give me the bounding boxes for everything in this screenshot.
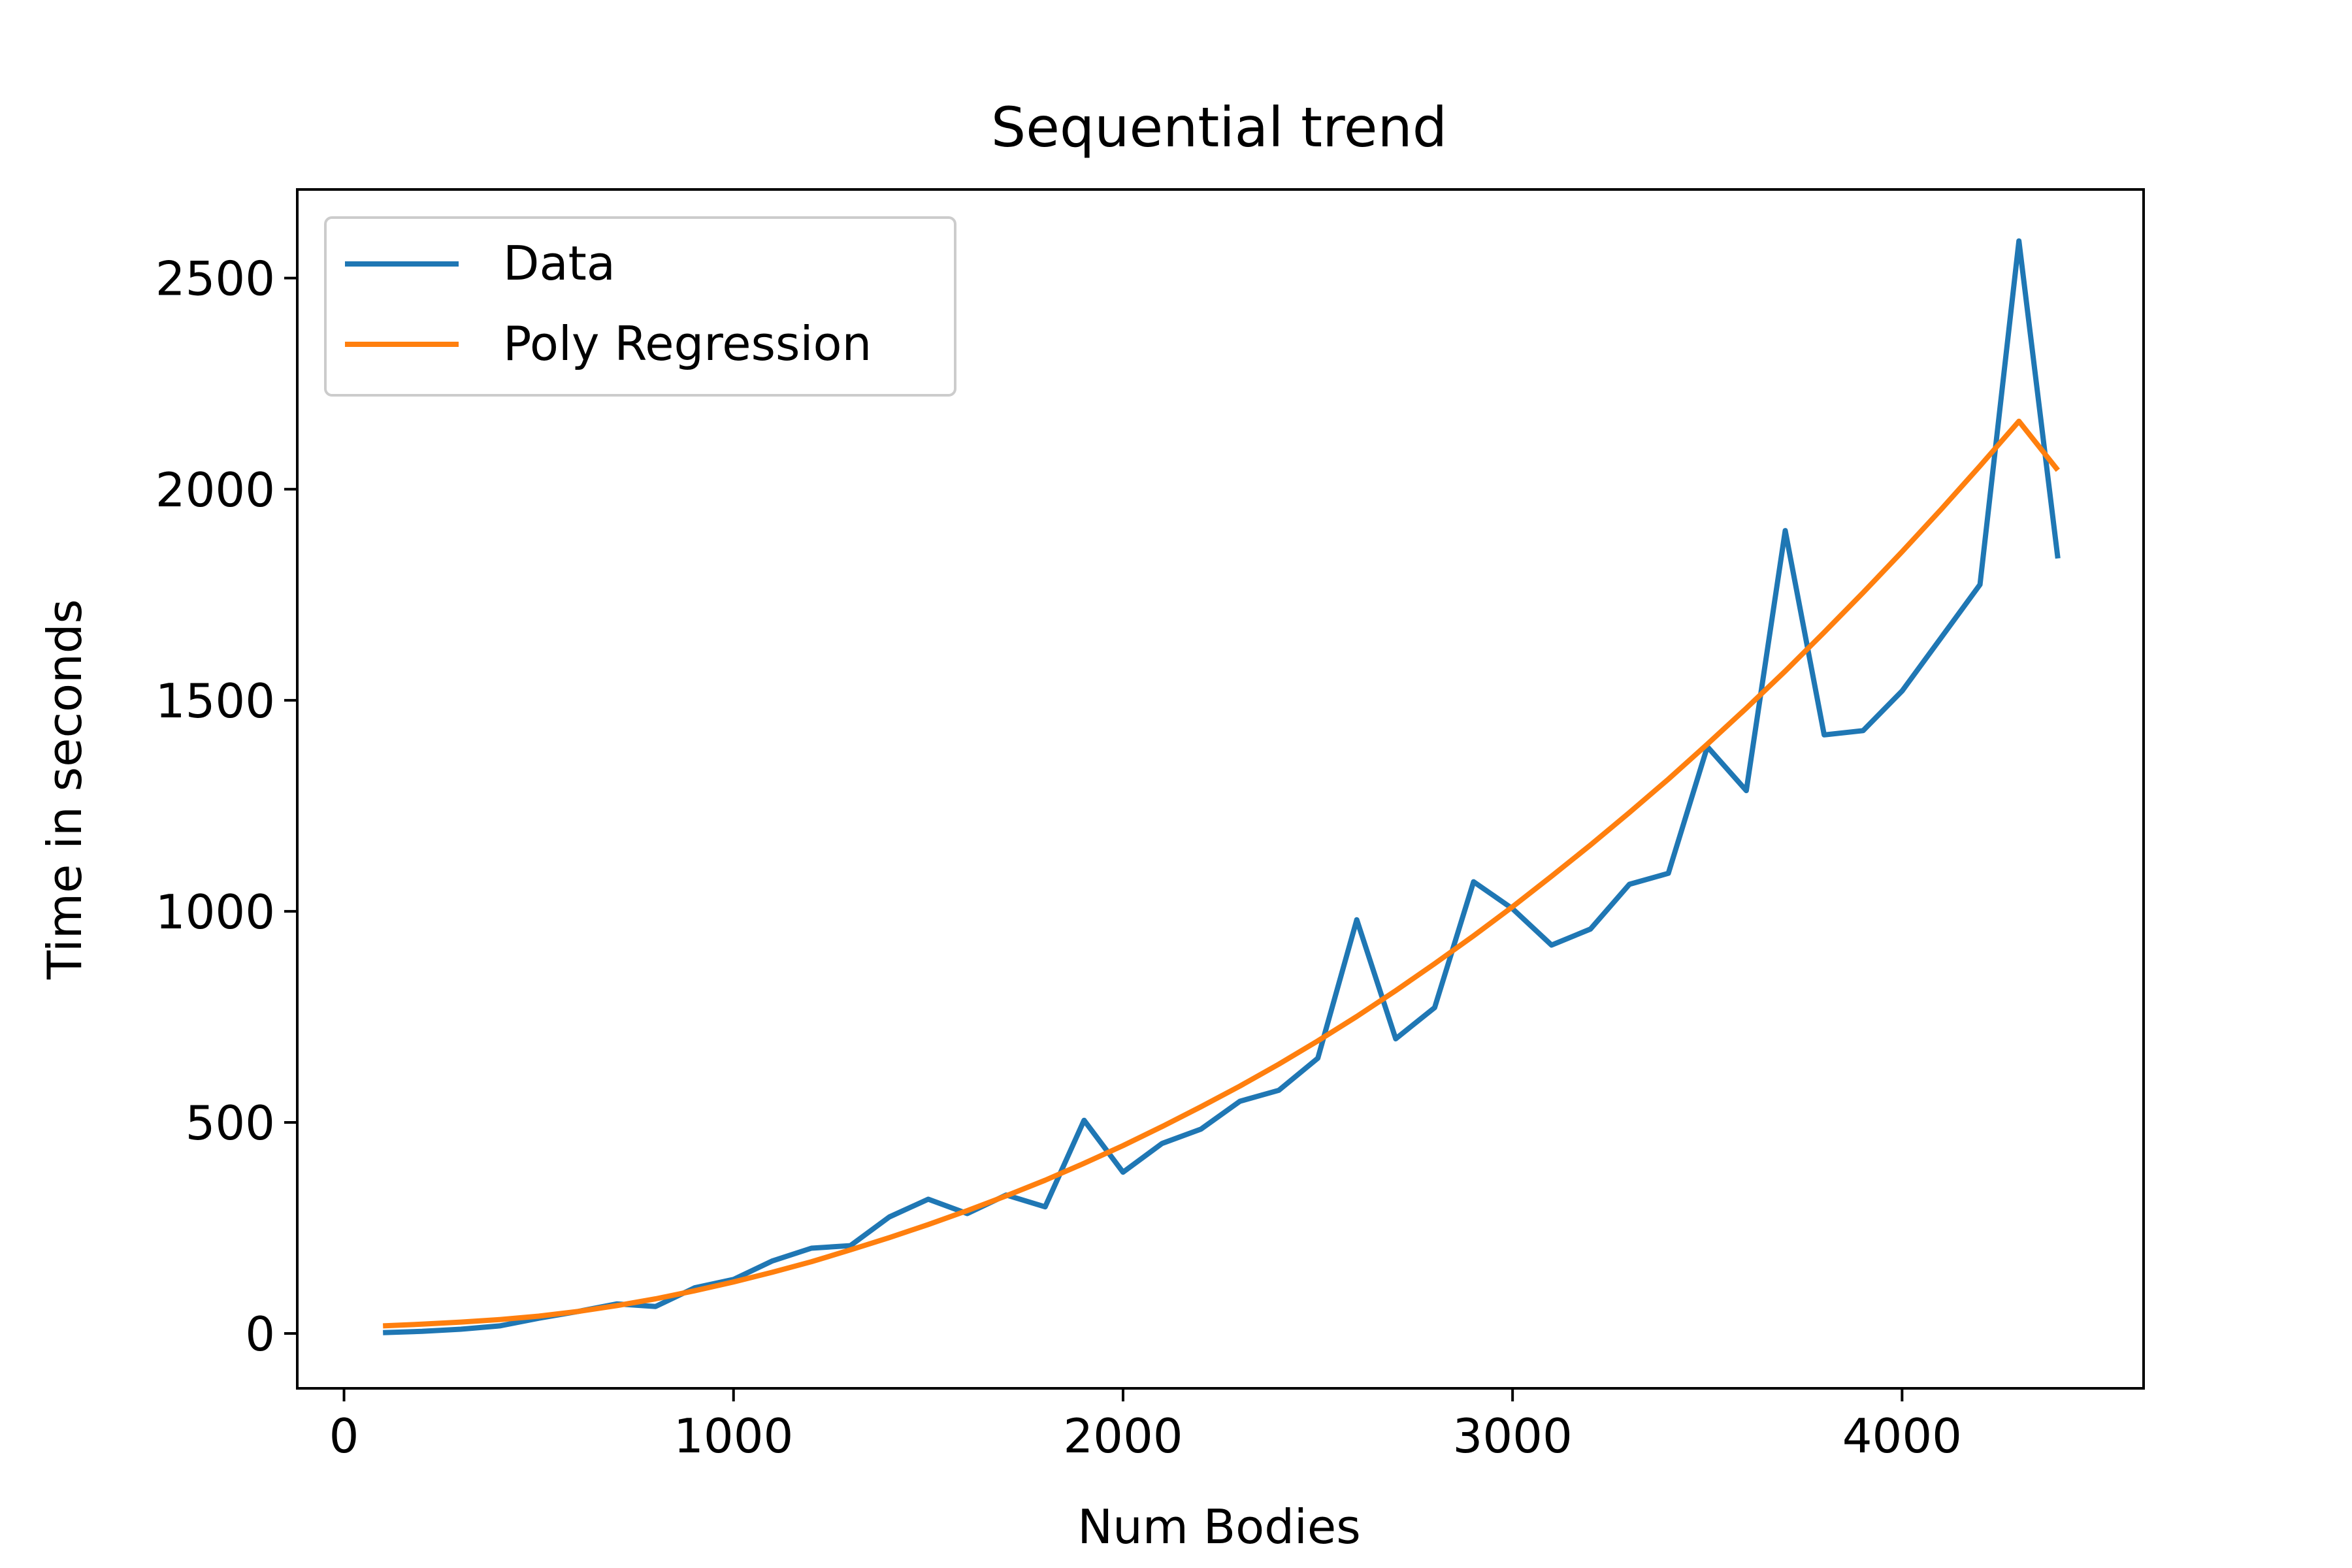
x-tick-label: 2000: [1063, 1409, 1183, 1463]
x-axis: 0 1000 2000 3000 4000: [329, 1388, 1962, 1463]
y-tick-label: 2500: [155, 252, 275, 306]
legend-box: [324, 216, 956, 397]
x-tick-label: 4000: [1842, 1409, 1962, 1463]
y-tick-label: 1000: [155, 885, 275, 939]
y-tick-label: 2000: [155, 463, 275, 517]
series-layer: [383, 238, 2061, 1335]
y-tick-label: 1500: [155, 674, 275, 728]
y-axis-label: Time in seconds: [37, 599, 92, 980]
y-axis: 0 500 1000 1500 2000 2500: [155, 252, 297, 1362]
poly-regression-series-line: [383, 418, 2060, 1329]
x-axis-label: Num Bodies: [1077, 1499, 1360, 1554]
legend: Data Poly Regression: [324, 216, 956, 397]
plot-frame: [296, 188, 2145, 1390]
x-tick-label: 0: [329, 1409, 359, 1463]
y-tick-label: 500: [186, 1096, 275, 1151]
data-series-line: [383, 238, 2061, 1335]
y-tick-label: 0: [245, 1307, 275, 1362]
legend-label-data: Data: [503, 236, 615, 291]
x-tick-label: 3000: [1453, 1409, 1573, 1463]
legend-label-poly-regression: Poly Regression: [503, 316, 872, 371]
x-tick-label: 1000: [674, 1409, 793, 1463]
chart-title: Sequential trend: [991, 95, 1447, 159]
